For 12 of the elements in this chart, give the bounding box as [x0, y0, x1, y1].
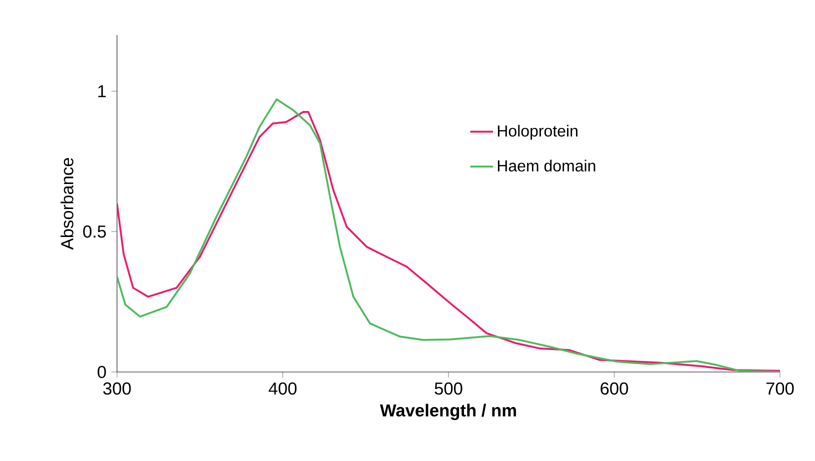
y-tick-label: 1 [98, 85, 106, 98]
legend-label: Holoprotein [498, 124, 578, 140]
x-tick-label: 300 [103, 382, 131, 395]
y-axis-title: Absorbance [60, 158, 74, 250]
y-tick-label: 0 [98, 366, 106, 378]
legend-label: Haem domain [498, 160, 596, 172]
x-tick-label: 400 [268, 382, 297, 395]
x-tick-label: 700 [766, 382, 794, 395]
x-tick-label: 600 [600, 382, 628, 395]
x-tick-label: 500 [434, 382, 462, 395]
y-tick-label: 0.5 [83, 225, 106, 238]
x-axis-title: Wavelength / nm [380, 404, 516, 420]
